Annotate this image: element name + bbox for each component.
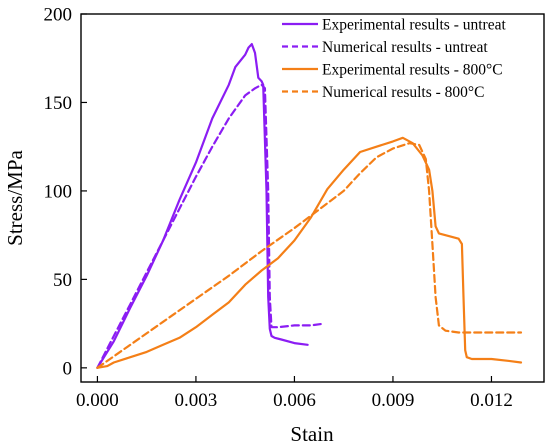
series-line-3 <box>96 136 523 369</box>
x-axis-title: Stain <box>290 422 334 446</box>
legend-label: Experimental results - untreat <box>322 17 506 34</box>
x-tick-label: 0.009 <box>372 390 415 411</box>
y-tick-label: 150 <box>44 93 73 114</box>
series-line-1 <box>96 42 309 369</box>
legend-label: Numerical results - untreat <box>322 39 488 56</box>
axes <box>80 13 545 383</box>
legend-label: Experimental results - 800°C <box>322 62 503 79</box>
y-tick-label: 200 <box>44 5 73 26</box>
x-axis-ticks: 0.000 0.003 0.006 0.009 0.012 <box>76 376 513 411</box>
y-tick-label: 50 <box>53 270 72 291</box>
x-tick-label: 0.003 <box>175 390 218 411</box>
y-tick-label: 0 <box>63 358 73 379</box>
legend-label: Numerical results - 800°C <box>322 84 484 101</box>
series-line-2 <box>96 83 326 369</box>
plot-frame <box>80 13 545 383</box>
x-tick-label: 0.000 <box>76 390 119 411</box>
x-tick-label: 0.006 <box>273 390 316 411</box>
y-axis-ticks: 0 50 100 150 200 <box>44 5 87 379</box>
legend: Experimental results - untreat Numerical … <box>282 17 506 101</box>
y-axis-title: Stress/MPa <box>3 149 27 245</box>
plot-area <box>96 42 523 369</box>
y-tick-label: 100 <box>44 181 73 202</box>
series-line-4 <box>96 142 523 369</box>
x-tick-label: 0.012 <box>470 390 513 411</box>
